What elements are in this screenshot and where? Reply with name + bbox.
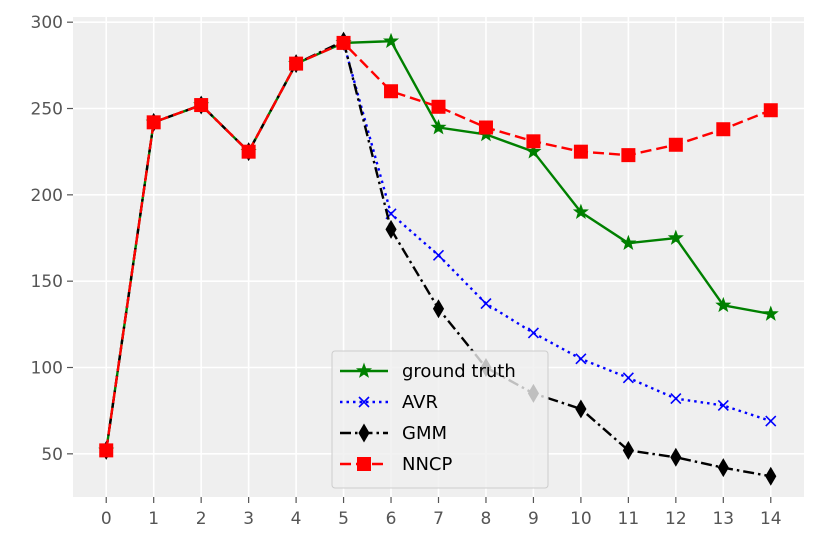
legend-marker bbox=[358, 423, 370, 443]
x-tick-label: 4 bbox=[291, 509, 302, 529]
legend-marker bbox=[355, 362, 373, 378]
data-point bbox=[336, 35, 351, 50]
data-point bbox=[194, 98, 209, 113]
data-point bbox=[431, 99, 446, 114]
data-point bbox=[99, 443, 114, 458]
y-tick-label: 100 bbox=[31, 359, 63, 379]
x-tick-label: 13 bbox=[712, 509, 734, 529]
data-point bbox=[525, 143, 542, 159]
data-point bbox=[430, 119, 447, 135]
data-point bbox=[382, 32, 400, 49]
data-point bbox=[765, 466, 777, 486]
legend-marker bbox=[357, 457, 371, 471]
legend-label: ground truth bbox=[402, 361, 516, 382]
data-point bbox=[620, 234, 637, 251]
legend-item: NNCP bbox=[340, 454, 452, 475]
x-tick-label: 2 bbox=[196, 509, 207, 529]
data-point bbox=[670, 393, 682, 405]
data-point bbox=[715, 296, 732, 313]
data-point bbox=[668, 137, 683, 152]
data-point bbox=[762, 305, 779, 321]
legend-item: GMM bbox=[340, 423, 447, 444]
series-line bbox=[105, 41, 772, 451]
data-point bbox=[527, 327, 540, 339]
data-point bbox=[573, 144, 588, 159]
x-tick-label: 1 bbox=[148, 509, 159, 529]
data-point bbox=[432, 299, 445, 319]
data-point bbox=[763, 103, 778, 118]
data-point bbox=[146, 115, 161, 130]
data-point bbox=[622, 440, 634, 460]
data-point bbox=[384, 84, 399, 99]
legend-box bbox=[331, 350, 549, 489]
x-tick-label: 6 bbox=[386, 509, 397, 529]
x-tick-label: 14 bbox=[760, 509, 782, 529]
x-tick-label: 3 bbox=[243, 509, 254, 529]
data-point bbox=[670, 447, 682, 467]
data-point bbox=[478, 120, 493, 135]
data-point bbox=[385, 219, 397, 239]
x-tick-label: 11 bbox=[618, 509, 640, 529]
data-point bbox=[622, 372, 634, 384]
y-tick-label: 50 bbox=[41, 445, 63, 465]
y-tick-label: 200 bbox=[31, 186, 63, 206]
series-avr bbox=[337, 37, 777, 427]
data-point bbox=[621, 148, 636, 163]
x-tick-label: 5 bbox=[338, 509, 349, 529]
data-point bbox=[716, 122, 731, 137]
y-tick-label: 300 bbox=[31, 13, 63, 33]
data-point bbox=[432, 249, 445, 261]
legend-item: ground truth bbox=[340, 361, 516, 382]
data-point bbox=[526, 134, 541, 149]
x-tick-label: 7 bbox=[433, 509, 444, 529]
x-tick-label: 10 bbox=[570, 509, 592, 529]
y-tick-label: 150 bbox=[31, 272, 63, 292]
data-point bbox=[572, 203, 589, 219]
legend-marker bbox=[358, 396, 370, 408]
y-tick-label: 250 bbox=[31, 100, 63, 120]
data-point bbox=[575, 353, 587, 365]
legend-item: AVR bbox=[340, 392, 438, 413]
legend: ground truth AVR GMM NNCP bbox=[331, 350, 549, 489]
data-point bbox=[241, 144, 256, 159]
data-point bbox=[575, 399, 587, 419]
legend-label: AVR bbox=[402, 392, 438, 413]
data-point bbox=[667, 229, 684, 245]
data-point bbox=[289, 56, 304, 71]
legend-label: GMM bbox=[402, 423, 447, 444]
series-nncp bbox=[99, 35, 778, 458]
x-tick-label: 12 bbox=[665, 509, 687, 529]
x-tick-label: 0 bbox=[101, 509, 112, 529]
x-tick-label: 9 bbox=[528, 509, 539, 529]
data-point bbox=[717, 458, 729, 478]
series-layer bbox=[98, 31, 779, 486]
legend-label: NNCP bbox=[402, 454, 452, 475]
x-tick-label: 8 bbox=[481, 509, 492, 529]
series-line bbox=[342, 42, 772, 423]
data-point bbox=[480, 298, 492, 310]
data-point bbox=[765, 415, 777, 427]
data-point bbox=[717, 399, 729, 412]
